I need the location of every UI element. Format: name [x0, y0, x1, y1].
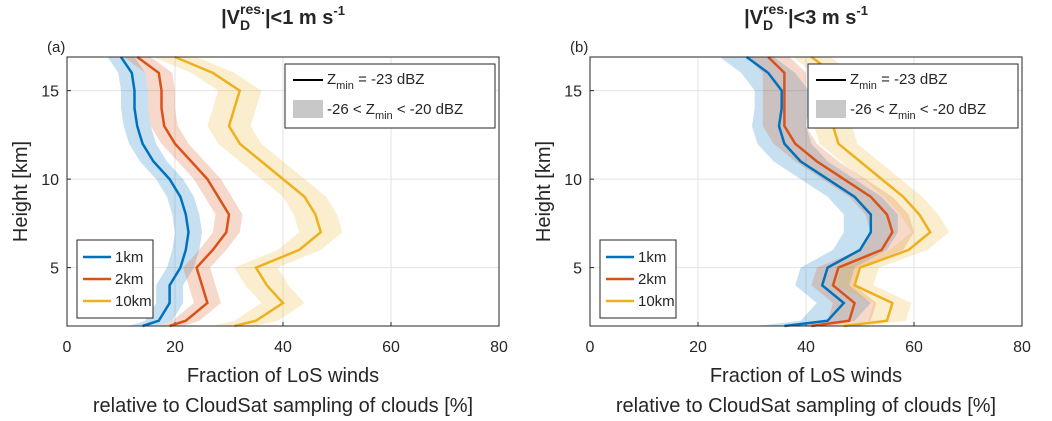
x-tick-label: 80 [1013, 339, 1031, 356]
profile-line [119, 56, 190, 328]
uncertainty-band [107, 57, 202, 326]
legend-swatch [816, 100, 846, 118]
x-tick-label: 0 [586, 339, 595, 356]
legend-label: 10km [115, 293, 152, 310]
chart-title-part: -1 [856, 3, 868, 18]
uncertainty-band [719, 57, 898, 326]
legend-label-part: min [859, 80, 877, 92]
x-tick-label: 0 [63, 339, 72, 356]
legend-label: 1km [115, 249, 143, 266]
x-axis-label: Fraction of LoS winds [187, 365, 379, 387]
legend: 1km 2km 10km [599, 239, 677, 319]
legend: 1km 2km 10km [76, 239, 154, 319]
panel: 0 20 40 60 80 5 10 15 (a) |V res.D |<1 m s -1 Fractio… [10, 1, 508, 417]
legend-label: 10km [638, 293, 675, 310]
chart-title-part: res. [240, 1, 265, 17]
y-tick-label: 15 [564, 84, 582, 101]
panel-label: (b) [570, 39, 588, 56]
x-axis-label: relative to CloudSat sampling of clouds … [616, 395, 996, 417]
legend-label-part: = -23 dBZ [354, 71, 424, 88]
profile-line [745, 55, 873, 328]
chart-title-part: |<1 m s [265, 7, 333, 29]
profile-line [136, 55, 231, 328]
y-tick-label: 15 [41, 84, 59, 101]
panel-label: (a) [47, 39, 65, 56]
panel: 0 20 40 60 80 5 10 15 (b) |V res.D |<3 m s -1 Fractio… [533, 1, 1031, 417]
uncertainty-band [746, 57, 914, 326]
profile-line [174, 55, 323, 328]
legend-label-part: Z [850, 71, 859, 88]
legend-label: 1km [638, 249, 666, 266]
chart-title-part: |V [744, 7, 764, 29]
chart-title: |V res.D |<1 m s -1 [221, 1, 345, 33]
x-tick-label: 40 [797, 339, 815, 356]
x-tick-label: 80 [490, 339, 508, 356]
x-tick-label: 20 [166, 339, 184, 356]
legend-label-part: min [336, 80, 354, 92]
x-axis-label: relative to CloudSat sampling of clouds … [93, 395, 473, 417]
legend-label-part: -26 < Z [327, 101, 375, 118]
x-tick-label: 40 [274, 339, 292, 356]
legend-label-part: = -23 dBZ [877, 71, 947, 88]
chart-title-part: -1 [333, 3, 345, 18]
legend-label: 2km [115, 271, 143, 288]
y-tick-label: 10 [41, 172, 59, 189]
legend-label-part: min [898, 110, 916, 122]
legend-label-part: < -20 dBZ [393, 101, 463, 118]
chart-title-part: |V [221, 7, 241, 29]
legend-label: 2km [638, 271, 666, 288]
uncertainty-band [123, 57, 243, 326]
x-tick-label: 20 [689, 339, 707, 356]
axes-box [589, 56, 1023, 327]
y-axis-label: Height [km] [533, 141, 555, 242]
legend-label-part: -26 < Z [850, 101, 898, 118]
legend-swatch [293, 100, 323, 118]
chart-title-part: |<3 m s [788, 7, 856, 29]
chart-title-part: D [763, 17, 773, 33]
legend-label-part: Z [327, 71, 336, 88]
legend-label-part: < -20 dBZ [916, 101, 986, 118]
uncertainty-band [153, 57, 343, 326]
y-tick-label: 10 [564, 172, 582, 189]
x-axis-label: Fraction of LoS winds [710, 365, 902, 387]
axes-box [66, 56, 500, 327]
chart-title: |V res.D |<3 m s -1 [744, 1, 868, 33]
chart-title-part: res. [763, 1, 788, 17]
y-tick-label: 5 [573, 261, 582, 278]
y-axis-label: Height [km] [10, 141, 32, 242]
x-tick-label: 60 [905, 339, 923, 356]
legend-label-part: min [375, 110, 393, 122]
y-tick-label: 5 [50, 261, 59, 278]
profile-line [767, 56, 894, 328]
x-tick-label: 60 [382, 339, 400, 356]
chart-title-part: D [240, 17, 250, 33]
